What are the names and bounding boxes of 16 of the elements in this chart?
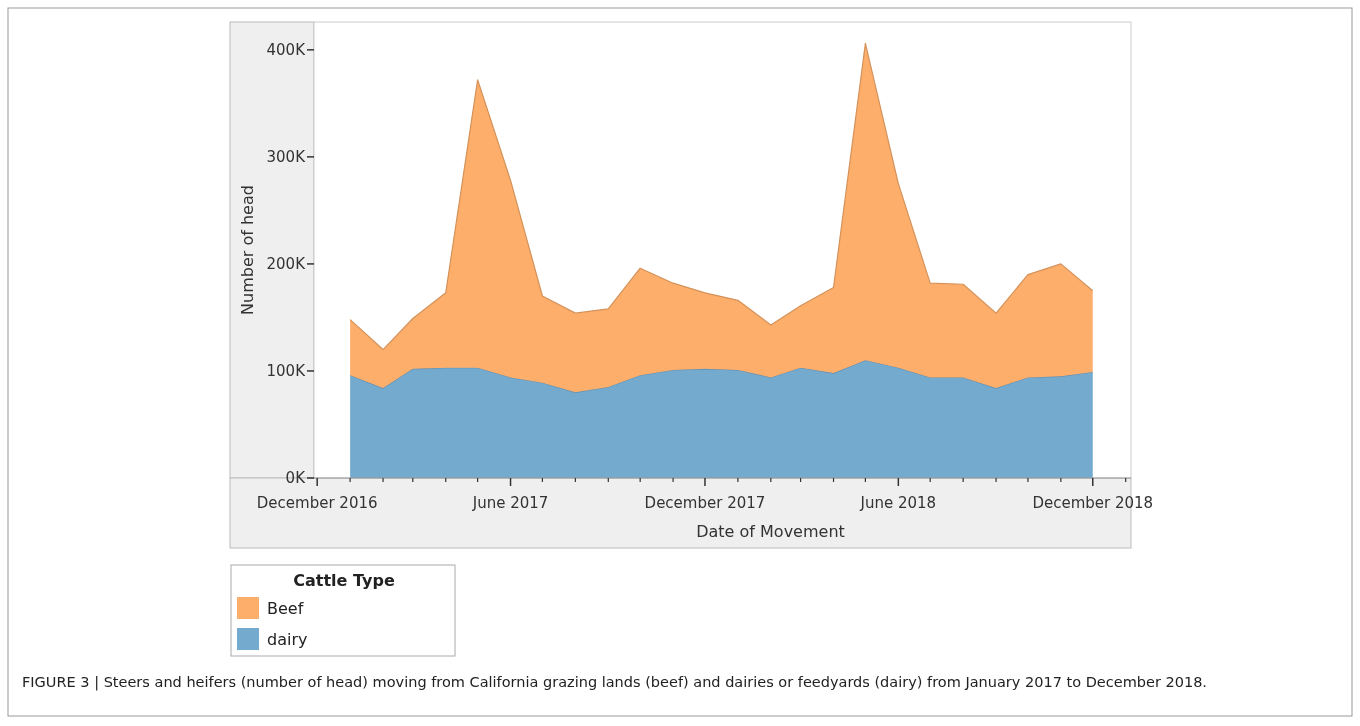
y-tick-label: 400K (266, 41, 307, 60)
x-tick-label: December 2018 (1032, 494, 1154, 512)
y-axis-title: Number of head (238, 185, 257, 315)
legend-label: dairy (267, 629, 308, 649)
y-tick-label: 100K (266, 362, 307, 381)
legend-title: Cattle Type (293, 571, 395, 590)
y-tick-label: 300K (266, 148, 307, 167)
legend-label: Beef (267, 598, 304, 618)
y-tick-label: 0K (285, 469, 307, 488)
x-tick-label: December 2017 (644, 494, 766, 512)
x-tick-label: December 2016 (256, 494, 378, 512)
y-tick-label: 200K (266, 255, 307, 274)
x-tick-label: June 2018 (859, 494, 937, 512)
x-tick-label: June 2017 (471, 494, 549, 512)
caption: FIGURE 3 | Steers and heifers (number of head) moving from California grazing lands (beef) and dairies or feedyards (dairy) from January 2017 to December 2018. (22, 674, 1207, 691)
x-axis-title: Date of Movement (696, 522, 845, 541)
